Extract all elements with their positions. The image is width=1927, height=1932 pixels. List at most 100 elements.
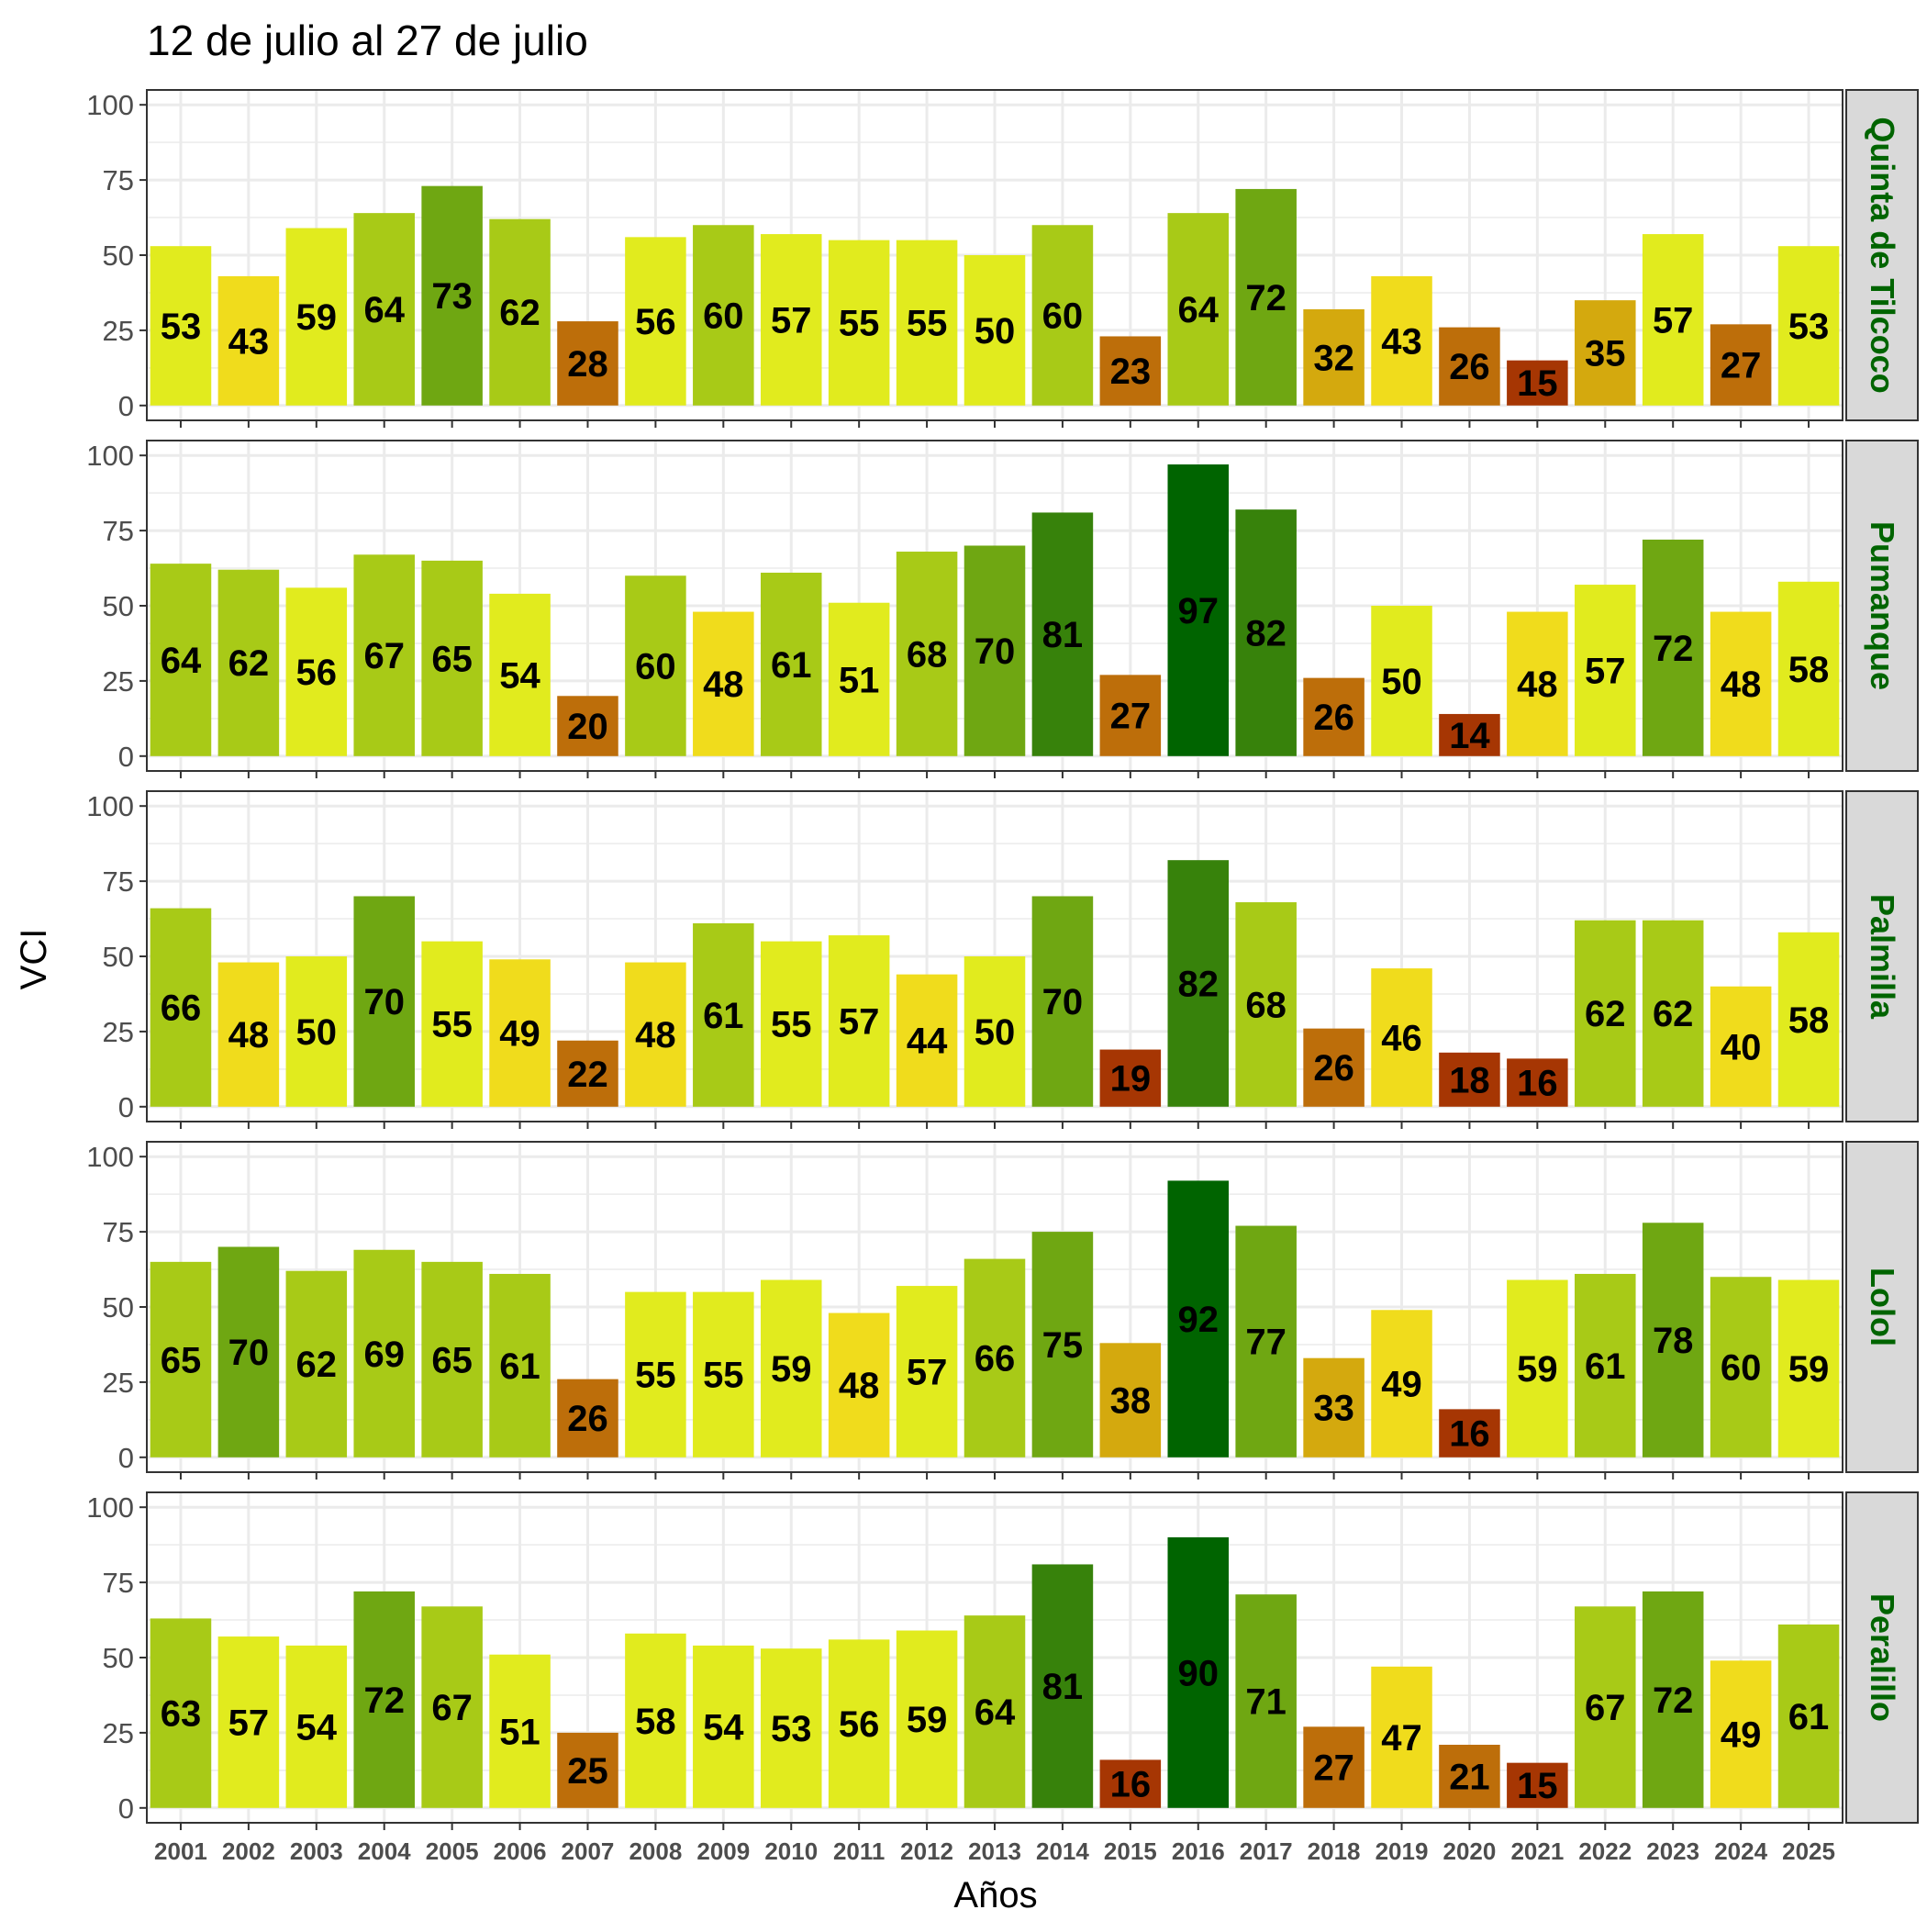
bar — [1710, 324, 1772, 406]
y-tick-label: 75 — [103, 164, 134, 196]
bar — [1642, 539, 1704, 756]
bar — [1031, 225, 1094, 406]
chart-title: 12 de julio al 27 de julio — [147, 17, 588, 64]
y-tick-label: 100 — [86, 89, 134, 121]
bar — [625, 1633, 686, 1808]
bar-value-label: 73 — [431, 276, 473, 317]
bar — [1575, 585, 1636, 756]
bar-value-label: 62 — [1585, 994, 1626, 1034]
bar-value-label: 55 — [703, 1356, 744, 1396]
bar — [1235, 1225, 1297, 1457]
bar-value-label: 71 — [1245, 1682, 1287, 1723]
bar-value-label: 56 — [635, 302, 676, 342]
x-tick-label: 2017 — [1240, 1837, 1293, 1865]
bar-value-label: 54 — [296, 1707, 338, 1748]
x-tick-label: 2021 — [1510, 1837, 1564, 1865]
x-tick-label: 2006 — [494, 1837, 547, 1865]
bar-value-label: 47 — [1381, 1718, 1422, 1759]
bar — [625, 1291, 686, 1457]
y-tick-label: 0 — [118, 1091, 134, 1123]
bar — [217, 569, 280, 756]
bar — [1575, 1606, 1636, 1808]
bar-value-label: 72 — [363, 1681, 405, 1721]
bar-value-label: 38 — [1110, 1381, 1152, 1422]
x-tick-label: 2013 — [968, 1837, 1021, 1865]
bar-value-label: 59 — [907, 1700, 948, 1740]
bar-value-label: 97 — [1178, 591, 1220, 631]
bar-value-label: 64 — [363, 290, 405, 330]
y-tick-label: 25 — [103, 665, 134, 698]
bar-value-label: 65 — [431, 639, 473, 679]
bar-value-label: 66 — [161, 988, 202, 1029]
bar — [693, 1645, 754, 1808]
bar-value-label: 48 — [703, 664, 744, 705]
bar-value-label: 67 — [363, 636, 405, 676]
bar — [150, 908, 212, 1107]
bar — [353, 213, 415, 406]
bar — [1031, 1232, 1094, 1457]
x-tick-label: 2016 — [1172, 1837, 1225, 1865]
bar — [353, 896, 415, 1107]
y-tick-label: 50 — [103, 240, 134, 272]
bar — [1507, 1279, 1568, 1457]
bar-value-label: 32 — [1313, 338, 1354, 378]
bar-value-label: 27 — [1110, 697, 1152, 737]
y-tick-label: 0 — [118, 1792, 134, 1825]
bar — [557, 1379, 618, 1457]
x-tick-label: 2002 — [222, 1837, 275, 1865]
x-tick-label: 2011 — [833, 1837, 885, 1865]
bar — [1031, 896, 1094, 1107]
y-tick-label: 100 — [86, 1491, 134, 1524]
bar-value-label: 26 — [567, 1399, 608, 1439]
facet-strip — [1845, 1141, 1919, 1473]
bar-value-label: 50 — [975, 1012, 1016, 1053]
x-tick-label: 2018 — [1308, 1837, 1361, 1865]
bar — [489, 218, 551, 406]
bar-value-label: 61 — [1788, 1697, 1830, 1737]
bar — [1642, 920, 1704, 1107]
bar — [489, 1273, 551, 1457]
bar-value-label: 43 — [228, 321, 270, 362]
x-tick-label: 2010 — [764, 1837, 818, 1865]
bar-value-label: 69 — [363, 1335, 405, 1375]
bar-value-label: 57 — [907, 1352, 948, 1392]
bar-value-label: 40 — [1721, 1027, 1762, 1067]
y-tick-label: 25 — [103, 1367, 134, 1399]
bar-value-label: 55 — [431, 1005, 473, 1045]
bar-value-label: 61 — [703, 996, 744, 1036]
bar — [1507, 1762, 1568, 1808]
bar-value-label: 59 — [1517, 1349, 1558, 1390]
bar-value-label: 66 — [975, 1339, 1016, 1379]
y-tick-label: 100 — [86, 790, 134, 822]
bar — [1099, 1759, 1162, 1808]
bar — [964, 1258, 1026, 1457]
bar-value-label: 55 — [771, 1005, 812, 1045]
x-tick-label: 2022 — [1578, 1837, 1632, 1865]
y-axis-title: VCI — [14, 929, 54, 990]
bar — [1167, 213, 1230, 406]
x-tick-label: 2025 — [1782, 1837, 1835, 1865]
bar — [1642, 1591, 1704, 1808]
bar — [828, 1312, 890, 1457]
bar — [1099, 675, 1162, 756]
y-tick-label: 75 — [103, 1216, 134, 1248]
y-tick-label: 50 — [103, 1291, 134, 1323]
bar — [625, 575, 686, 756]
x-tick-label: 2024 — [1714, 1837, 1767, 1865]
bar-value-label: 59 — [1788, 1349, 1830, 1390]
bar-value-label: 65 — [161, 1340, 202, 1380]
bar-value-label: 49 — [499, 1014, 540, 1055]
bar-value-label: 61 — [771, 645, 812, 686]
facet-strip — [1845, 89, 1919, 421]
bar — [557, 696, 618, 756]
bar — [1303, 1357, 1364, 1457]
bar — [896, 552, 958, 756]
bar — [150, 246, 212, 406]
bar — [896, 1286, 958, 1457]
bar-value-label: 82 — [1178, 964, 1220, 1004]
bar — [1642, 1223, 1704, 1457]
bar-value-label: 56 — [839, 1704, 880, 1745]
bar — [1439, 1745, 1500, 1808]
bar — [828, 602, 890, 756]
